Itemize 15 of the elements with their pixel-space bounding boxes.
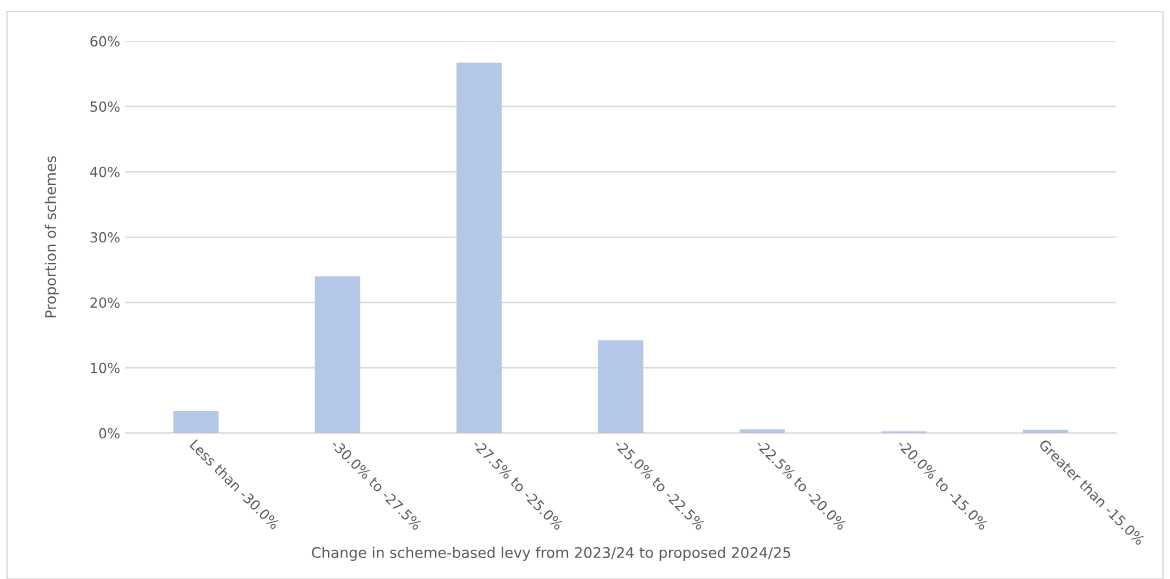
y-tick-label: 30%	[90, 232, 120, 243]
bar	[314, 276, 361, 434]
y-tick-label: 50%	[90, 101, 120, 112]
bar	[173, 410, 219, 434]
y-tick-label: 20%	[90, 297, 120, 308]
bar	[456, 62, 502, 434]
x-axis-title: Change in scheme-based levy from 2023/24 to proposed 2024/25	[311, 546, 791, 561]
y-tick-label: 10%	[90, 362, 120, 374]
y-tick-label: 40%	[90, 166, 120, 178]
bar	[739, 429, 785, 434]
y-axis-title: Proportion of schemes	[44, 156, 59, 318]
bar	[1022, 429, 1069, 434]
bar	[598, 340, 644, 434]
y-tick-label: 60%	[90, 36, 120, 47]
y-tick-label: 0%	[99, 428, 120, 439]
